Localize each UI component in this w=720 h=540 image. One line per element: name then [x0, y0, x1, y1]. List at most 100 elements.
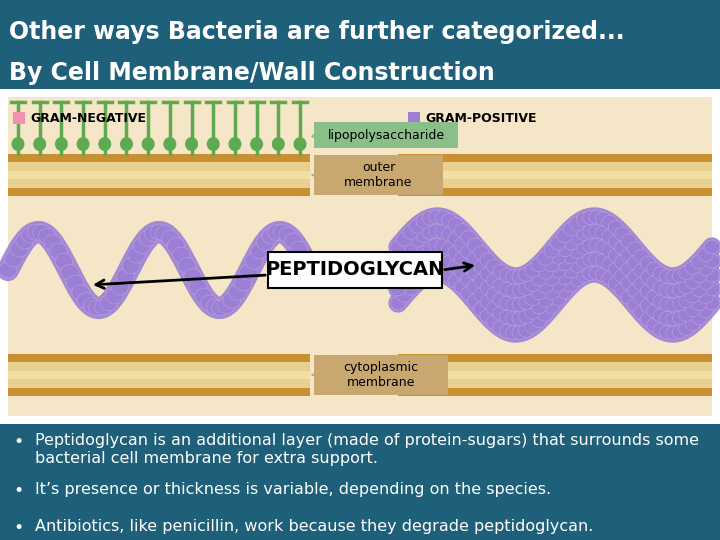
Ellipse shape — [448, 246, 464, 260]
Ellipse shape — [161, 231, 179, 246]
Ellipse shape — [397, 274, 412, 288]
Ellipse shape — [563, 222, 579, 236]
FancyBboxPatch shape — [314, 155, 443, 195]
Ellipse shape — [150, 224, 168, 240]
Ellipse shape — [480, 295, 495, 309]
Ellipse shape — [410, 261, 425, 275]
Text: Other ways Bacteria are further categorized...: Other ways Bacteria are further categori… — [9, 19, 624, 44]
Ellipse shape — [595, 268, 611, 282]
Ellipse shape — [627, 284, 643, 298]
Ellipse shape — [582, 253, 598, 266]
Ellipse shape — [505, 326, 521, 340]
Ellipse shape — [698, 289, 714, 303]
Ellipse shape — [640, 256, 656, 271]
Ellipse shape — [679, 322, 694, 335]
Ellipse shape — [679, 294, 694, 308]
Ellipse shape — [403, 225, 418, 239]
Ellipse shape — [666, 270, 681, 284]
Ellipse shape — [589, 252, 604, 266]
Ellipse shape — [551, 236, 566, 250]
Ellipse shape — [518, 323, 534, 338]
Ellipse shape — [602, 230, 617, 244]
Ellipse shape — [416, 242, 431, 256]
Ellipse shape — [576, 227, 592, 240]
Ellipse shape — [647, 276, 662, 290]
Ellipse shape — [461, 273, 476, 286]
Bar — [8, 179, 310, 187]
Ellipse shape — [570, 259, 585, 273]
Ellipse shape — [441, 269, 457, 284]
Ellipse shape — [653, 295, 668, 308]
Ellipse shape — [397, 260, 412, 274]
Ellipse shape — [557, 229, 572, 242]
Ellipse shape — [262, 228, 279, 244]
Ellipse shape — [704, 254, 720, 268]
Ellipse shape — [608, 221, 624, 234]
Ellipse shape — [557, 271, 572, 285]
Ellipse shape — [390, 282, 405, 296]
Ellipse shape — [492, 321, 508, 334]
Ellipse shape — [234, 275, 252, 291]
Bar — [8, 362, 310, 371]
Ellipse shape — [390, 268, 405, 282]
Ellipse shape — [499, 268, 515, 282]
Ellipse shape — [454, 280, 469, 294]
Ellipse shape — [538, 251, 553, 265]
Ellipse shape — [672, 283, 688, 296]
Ellipse shape — [403, 239, 418, 253]
Ellipse shape — [505, 270, 521, 284]
Ellipse shape — [223, 293, 240, 308]
Ellipse shape — [480, 253, 495, 267]
Ellipse shape — [448, 274, 464, 288]
Ellipse shape — [397, 288, 412, 302]
Ellipse shape — [10, 241, 28, 257]
Ellipse shape — [505, 284, 521, 298]
Ellipse shape — [608, 276, 624, 291]
Ellipse shape — [615, 283, 630, 297]
Ellipse shape — [474, 246, 489, 260]
Ellipse shape — [653, 267, 668, 280]
Ellipse shape — [525, 306, 540, 319]
Bar — [408, 112, 420, 124]
Ellipse shape — [55, 137, 68, 151]
Ellipse shape — [544, 300, 559, 314]
Ellipse shape — [608, 262, 624, 276]
Ellipse shape — [76, 137, 89, 151]
Ellipse shape — [634, 264, 649, 278]
Bar — [398, 354, 712, 362]
Ellipse shape — [647, 304, 662, 318]
Ellipse shape — [576, 241, 592, 254]
Ellipse shape — [691, 255, 707, 268]
Ellipse shape — [602, 258, 617, 271]
Ellipse shape — [72, 285, 89, 301]
Text: •: • — [13, 482, 23, 500]
Ellipse shape — [666, 312, 681, 326]
Ellipse shape — [531, 314, 546, 328]
Ellipse shape — [240, 264, 257, 280]
Ellipse shape — [679, 266, 694, 280]
Ellipse shape — [544, 272, 559, 286]
Ellipse shape — [544, 258, 559, 272]
Ellipse shape — [640, 285, 656, 298]
Ellipse shape — [100, 295, 117, 311]
Ellipse shape — [441, 241, 457, 255]
Ellipse shape — [467, 252, 482, 266]
Ellipse shape — [660, 325, 675, 339]
Ellipse shape — [621, 291, 636, 304]
Text: •: • — [13, 433, 23, 451]
Ellipse shape — [454, 238, 469, 252]
Ellipse shape — [403, 281, 418, 295]
Ellipse shape — [296, 251, 313, 267]
Ellipse shape — [467, 266, 482, 280]
Ellipse shape — [435, 239, 451, 253]
Ellipse shape — [27, 224, 45, 240]
Bar — [8, 388, 310, 396]
Ellipse shape — [448, 260, 464, 274]
Ellipse shape — [228, 285, 246, 301]
Ellipse shape — [595, 254, 611, 268]
Ellipse shape — [672, 325, 688, 339]
Ellipse shape — [416, 214, 431, 228]
Ellipse shape — [576, 268, 592, 282]
Ellipse shape — [390, 296, 405, 310]
Ellipse shape — [679, 308, 694, 321]
